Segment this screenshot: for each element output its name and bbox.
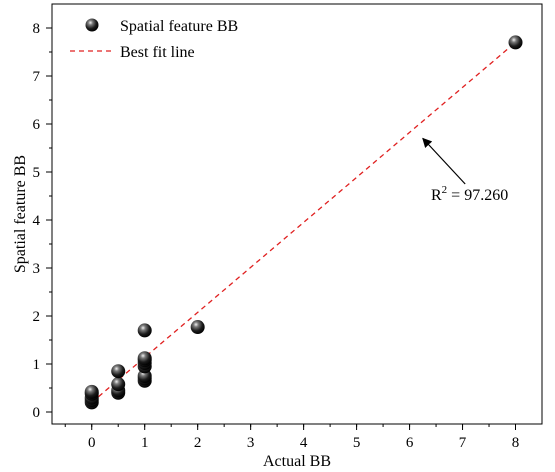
y-tick-label: 2 [33, 309, 41, 325]
y-tick-label: 0 [33, 405, 41, 421]
y-tick-label: 6 [33, 117, 41, 133]
data-point [137, 351, 152, 366]
y-tick-label: 7 [33, 69, 41, 85]
annotation-base: R [431, 187, 442, 204]
y-tick-label: 4 [33, 213, 41, 229]
x-tick-label: 4 [300, 435, 308, 451]
x-tick-label: 1 [141, 435, 149, 451]
x-tick-label: 0 [88, 435, 96, 451]
y-tick-label: 1 [33, 357, 41, 373]
data-point [508, 35, 523, 50]
data-point [137, 369, 152, 383]
y-tick-label: 5 [33, 165, 41, 181]
legend-marker-scatter [85, 18, 99, 32]
y-axis-ticks: 0 1 2 3 4 5 6 7 8 [33, 21, 52, 421]
legend-label-line: Best fit line [120, 44, 195, 61]
x-axis-title: Actual BB [263, 453, 331, 470]
annotation-superscript: 2 [442, 184, 448, 196]
plot-frame [51, 3, 543, 425]
best-fit-line [91, 41, 516, 403]
annotation-arrow [422, 137, 466, 185]
data-point [84, 384, 99, 399]
y-tick-label: 8 [33, 21, 41, 37]
data-point [137, 323, 152, 338]
data-point [111, 377, 126, 392]
x-tick-label: 2 [194, 435, 202, 451]
y-tick-label: 3 [33, 261, 41, 277]
y-axis-title: Spatial feature BB [12, 155, 29, 273]
annotation-value: = 97.260 [447, 187, 508, 204]
legend-label-scatter: Spatial feature BB [120, 18, 238, 35]
data-point [190, 320, 205, 335]
x-tick-label: 7 [459, 435, 467, 451]
x-tick-label: 8 [512, 435, 520, 451]
scatter-points [84, 35, 523, 410]
data-point [111, 364, 126, 379]
x-axis-ticks: 0 1 2 3 4 5 6 7 8 [64, 424, 520, 451]
r-squared-annotation: R2 = 97.260 [431, 184, 508, 204]
x-tick-label: 5 [353, 435, 361, 451]
x-tick-label: 6 [406, 435, 414, 451]
x-tick-label: 3 [247, 435, 255, 451]
legend: Spatial feature BB Best fit line [70, 18, 238, 61]
